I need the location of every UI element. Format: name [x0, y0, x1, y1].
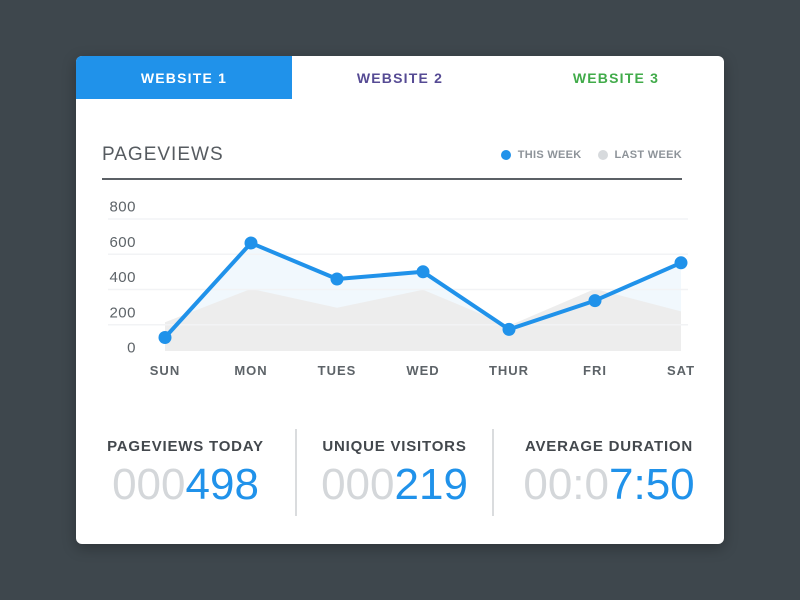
stat-value-muted: 00:0: [523, 460, 609, 509]
stat-unique-visitors: UNIQUE VISITORS 000219: [295, 429, 492, 516]
chart-header: PAGEVIEWS THIS WEEK LAST WEEK: [102, 99, 682, 180]
svg-text:MON: MON: [234, 363, 267, 378]
tab-website-3[interactable]: WEBSITE 3: [572, 69, 660, 86]
svg-text:200: 200: [109, 304, 136, 321]
svg-text:400: 400: [109, 269, 136, 286]
chart-title: PAGEVIEWS: [102, 144, 224, 165]
svg-text:FRI: FRI: [583, 363, 607, 378]
stats-row: PAGEVIEWS TODAY 000498 UNIQUE VISITORS 0…: [76, 429, 724, 516]
svg-text:800: 800: [109, 199, 136, 216]
legend-item-this-week[interactable]: THIS WEEK: [500, 149, 582, 161]
svg-text:SAT: SAT: [667, 363, 695, 378]
svg-text:0: 0: [127, 340, 136, 357]
stat-label: PAGEVIEWS TODAY: [107, 438, 264, 455]
last-week-dot-icon: [597, 150, 608, 160]
svg-text:600: 600: [109, 234, 136, 251]
stat-value: 000498: [112, 463, 259, 507]
svg-text:SUN: SUN: [150, 363, 180, 378]
this-week-dot-icon: [500, 150, 511, 160]
stat-value-accent: 498: [185, 460, 259, 509]
legend-item-last-week[interactable]: LAST WEEK: [597, 149, 682, 161]
chart-legend: THIS WEEK LAST WEEK: [500, 149, 682, 161]
tab-website-1[interactable]: WEBSITE 1: [76, 56, 292, 99]
stat-value-accent: 7:50: [609, 460, 695, 509]
stat-value: 000219: [321, 463, 468, 507]
svg-text:THUR: THUR: [489, 363, 529, 378]
stat-pageviews-today: PAGEVIEWS TODAY 000498: [76, 429, 295, 516]
svg-text:TUES: TUES: [318, 363, 357, 378]
legend-label-last-week: LAST WEEK: [614, 149, 682, 161]
pageviews-line-chart: 0 200 400 600 800 SUN MON TUES WED THUR FRI SAT: [108, 199, 695, 378]
legend-label-this-week: THIS WEEK: [517, 149, 582, 161]
stat-label: AVERAGE DURATION: [524, 438, 694, 455]
svg-text:WED: WED: [406, 363, 439, 378]
dashboard-card: WEBSITE 1 WEBSITE 2 WEBSITE 3 PAGEVIEWS …: [76, 56, 724, 544]
stat-value-muted: 000: [112, 460, 186, 509]
stat-average-duration: AVERAGE DURATION 00:07:50: [492, 429, 724, 516]
stat-value: 00:07:50: [523, 463, 694, 507]
stat-value-muted: 000: [321, 460, 395, 509]
page-background: WEBSITE 1 WEBSITE 2 WEBSITE 3 PAGEVIEWS …: [76, 56, 724, 544]
stat-label: UNIQUE VISITORS: [322, 438, 467, 455]
stat-value-accent: 219: [394, 460, 468, 509]
tab-website-2[interactable]: WEBSITE 2: [356, 69, 444, 86]
tab-bar: WEBSITE 1 WEBSITE 2 WEBSITE 3: [76, 56, 724, 99]
